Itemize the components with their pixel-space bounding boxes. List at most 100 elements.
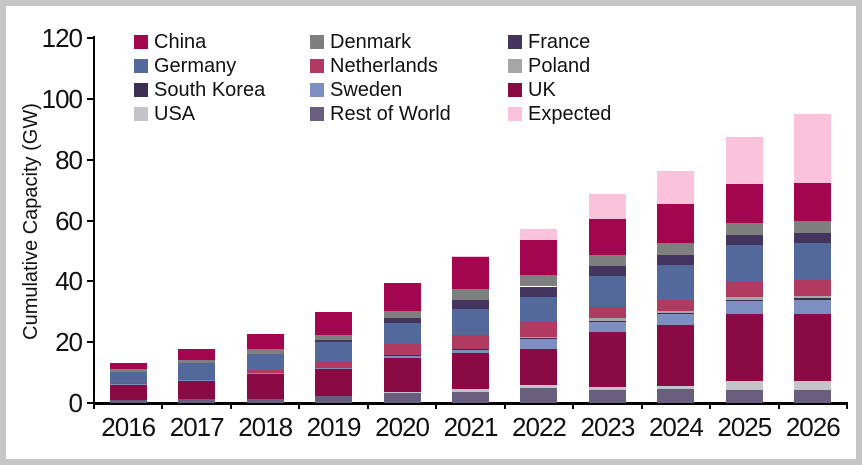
bar-segment-south-korea xyxy=(657,312,695,315)
bar-segment-denmark xyxy=(657,242,695,255)
legend-item-china: China xyxy=(134,31,310,54)
legend-item-france: France xyxy=(508,31,714,54)
x-tick-mark xyxy=(366,402,369,409)
bar-segment-rest-of-world xyxy=(109,399,147,403)
bar-segment-france xyxy=(383,318,421,324)
x-tick-label: 2016 xyxy=(101,412,156,442)
bar-segment-netherlands xyxy=(794,280,832,296)
x-tick-mark xyxy=(846,402,848,409)
bar-segment-poland xyxy=(588,318,626,321)
legend-item-netherlands: Netherlands xyxy=(310,55,508,78)
bar-segment-rest-of-world xyxy=(452,391,489,403)
y-tick-mark xyxy=(87,280,94,283)
bar-segment-sweden xyxy=(452,349,489,353)
legend-label: France xyxy=(528,30,591,53)
bar-segment-netherlands xyxy=(178,378,216,381)
bar-segment-china xyxy=(109,362,147,369)
bar-2016 xyxy=(109,6,147,403)
x-tick-label: 2026 xyxy=(785,412,841,442)
bar-segment-uk xyxy=(109,385,147,400)
bar-segment-china xyxy=(520,239,558,275)
bar-segment-france xyxy=(588,266,626,277)
x-tick-mark xyxy=(229,402,232,409)
legend-item-germany: Germany xyxy=(134,55,310,78)
legend-swatch-icon xyxy=(508,83,522,97)
bar-segment-usa xyxy=(657,386,695,390)
y-axis-line xyxy=(93,36,95,405)
bar-segment-china xyxy=(246,333,284,350)
legend-label: UK xyxy=(528,78,556,101)
legend-label: Sweden xyxy=(330,78,403,101)
bar-segment-rest-of-world xyxy=(178,399,216,403)
bar-segment-rest-of-world xyxy=(315,396,353,403)
legend-swatch-icon xyxy=(134,83,148,97)
bar-segment-rest-of-world xyxy=(383,392,421,403)
bar-segment-uk xyxy=(315,369,353,396)
bar-2020 xyxy=(383,6,421,403)
bar-segment-south-korea xyxy=(725,299,763,302)
bar-segment-germany xyxy=(246,354,284,370)
bar-segment-germany xyxy=(588,276,626,307)
bar-segment-france xyxy=(520,286,558,297)
legend-item-uk: UK xyxy=(508,79,714,102)
y-tick-mark xyxy=(87,158,94,161)
bar-2019 xyxy=(315,6,353,403)
legend-label: Germany xyxy=(154,54,237,77)
bar-segment-poland xyxy=(794,295,832,299)
legend-item-denmark: Denmark xyxy=(310,31,508,54)
bar-segment-rest-of-world xyxy=(657,389,695,403)
bar-segment-germany xyxy=(725,245,763,282)
x-tick-label: 2019 xyxy=(306,412,362,442)
bar-segment-uk xyxy=(520,348,558,386)
bar-2018 xyxy=(246,6,284,403)
bar-segment-netherlands xyxy=(246,369,284,373)
y-tick-label: 100 xyxy=(41,83,83,114)
x-tick-mark xyxy=(161,402,164,409)
y-tick-mark xyxy=(87,341,94,344)
x-tick-mark xyxy=(93,402,95,409)
x-tick-mark xyxy=(503,402,506,409)
bar-segment-sweden xyxy=(246,372,284,374)
bar-segment-china xyxy=(588,219,626,255)
bar-segment-germany xyxy=(109,371,147,384)
bar-2024 xyxy=(657,6,695,403)
y-tick-mark xyxy=(87,219,94,222)
bar-segment-china xyxy=(794,183,832,222)
bar-segment-france xyxy=(794,232,832,243)
bar-segment-sweden xyxy=(109,384,147,386)
legend-item-poland: Poland xyxy=(508,55,714,78)
bar-segment-germany xyxy=(383,323,421,344)
bar-segment-germany xyxy=(178,363,216,379)
bar-2021 xyxy=(452,6,489,403)
bar-2023 xyxy=(588,6,626,403)
bar-2022 xyxy=(520,6,558,403)
bar-segment-usa xyxy=(383,392,421,393)
bar-segment-poland xyxy=(725,297,763,300)
x-tick-label: 2017 xyxy=(169,412,225,442)
bar-segment-expected xyxy=(657,170,695,205)
bar-segment-sweden xyxy=(383,355,421,358)
y-tick-mark xyxy=(87,97,94,100)
bar-segment-uk xyxy=(794,313,832,381)
bar-segment-denmark xyxy=(383,310,421,319)
y-tick-label: 20 xyxy=(55,327,83,358)
legend-label: Netherlands xyxy=(330,54,438,77)
bar-segment-denmark xyxy=(452,289,489,301)
y-tick-mark xyxy=(87,402,94,404)
legend-swatch-icon xyxy=(134,107,148,121)
legend-item-south-korea: South Korea xyxy=(134,79,310,102)
legend-swatch-icon xyxy=(508,35,522,49)
bar-segment-france xyxy=(315,339,353,343)
bar-segment-germany xyxy=(657,264,695,300)
legend-label: South Korea xyxy=(154,78,266,101)
legend-swatch-icon xyxy=(134,35,148,49)
legend-swatch-icon xyxy=(134,59,148,73)
bar-segment-china xyxy=(657,204,695,243)
legend-swatch-icon xyxy=(310,35,324,49)
bar-segment-sweden xyxy=(520,339,558,349)
bar-segment-uk xyxy=(383,357,421,393)
x-tick-mark xyxy=(777,402,780,409)
bar-segment-netherlands xyxy=(588,306,626,319)
bar-2026 xyxy=(794,6,832,403)
bar-segment-netherlands xyxy=(109,383,147,385)
